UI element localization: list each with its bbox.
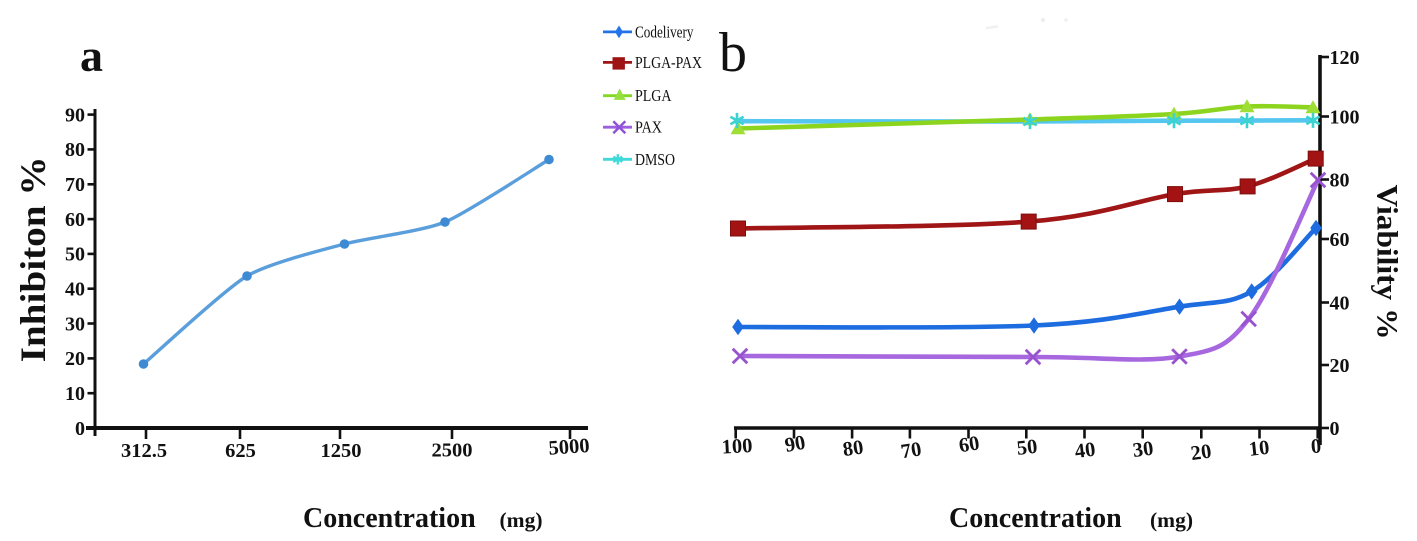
svg-text:50: 50 [1016, 436, 1039, 460]
svg-text:Concentration: Concentration [303, 503, 476, 534]
svg-text:PAX: PAX [635, 118, 662, 137]
svg-text:a: a [80, 30, 103, 81]
svg-text:50: 50 [65, 244, 85, 266]
svg-text:(mg): (mg) [1150, 508, 1193, 532]
svg-text:40: 40 [1074, 439, 1097, 463]
svg-text:625: 625 [225, 440, 256, 462]
svg-text:70: 70 [65, 174, 85, 196]
svg-text:100: 100 [1330, 106, 1360, 128]
svg-text:DMSO: DMSO [635, 150, 675, 169]
svg-text:30: 30 [1132, 438, 1155, 462]
svg-text:b: b [719, 22, 747, 84]
svg-text:1250: 1250 [321, 440, 362, 462]
svg-text:40: 40 [1330, 292, 1350, 314]
svg-text:Concentration: Concentration [949, 503, 1122, 534]
svg-text:Viability %: Viability % [1371, 185, 1404, 340]
svg-text:70: 70 [899, 438, 923, 463]
svg-text:Inhibiton %: Inhibiton % [13, 156, 53, 362]
svg-text:30: 30 [65, 313, 85, 335]
svg-text:(mg): (mg) [500, 508, 543, 532]
svg-text:20: 20 [1189, 440, 1212, 465]
svg-text:100: 100 [721, 435, 753, 459]
svg-text:Codelivery: Codelivery [635, 22, 694, 41]
svg-text:90: 90 [783, 432, 807, 457]
svg-text:40: 40 [65, 279, 85, 301]
svg-text:20: 20 [1330, 355, 1350, 377]
svg-text:60: 60 [1330, 229, 1350, 251]
svg-text:312.5: 312.5 [121, 440, 167, 462]
svg-text:PLGA: PLGA [635, 86, 672, 105]
svg-text:80: 80 [841, 436, 864, 461]
svg-text:60: 60 [65, 209, 85, 231]
svg-text:0: 0 [1330, 418, 1340, 440]
svg-text:20: 20 [65, 348, 85, 370]
svg-text:0: 0 [1310, 435, 1322, 458]
svg-text:10: 10 [65, 383, 85, 405]
svg-text:5000: 5000 [548, 435, 590, 460]
svg-text:80: 80 [1330, 169, 1350, 191]
svg-text:90: 90 [65, 104, 85, 126]
svg-text:80: 80 [65, 139, 85, 161]
svg-text:10: 10 [1248, 437, 1271, 461]
svg-text:PLGA-PAX: PLGA-PAX [635, 53, 702, 72]
svg-text:2500: 2500 [432, 439, 473, 461]
svg-text:60: 60 [957, 432, 981, 457]
svg-text:0: 0 [75, 418, 85, 440]
svg-text:120: 120 [1330, 47, 1360, 69]
